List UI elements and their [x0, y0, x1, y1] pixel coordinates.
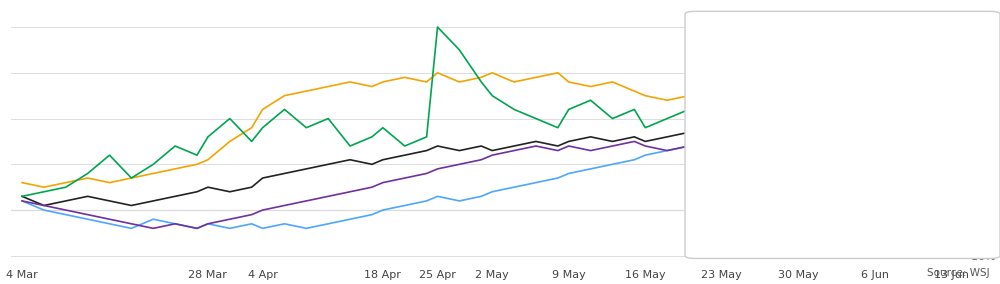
Text: Source: WSJ: Source: WSJ: [927, 268, 990, 278]
Text: : 318.20 (+22.57%): : 318.20 (+22.57%): [850, 112, 978, 126]
Text: : 170.90 (+10.94%): : 170.90 (+10.94%): [850, 25, 978, 38]
Text: Shemaroo Ent: Shemaroo Ent: [705, 112, 788, 126]
Text: JagranPrakashan: JagranPrakashan: [705, 25, 804, 38]
Text: Zee Entertain: Zee Entertain: [705, 69, 786, 82]
Text: Eros Intl: Eros Intl: [705, 200, 753, 213]
Text: : 458.25 (+16.72%): : 458.25 (+16.72%): [850, 69, 978, 82]
Text: PVR: PVR: [705, 156, 728, 170]
Text: : 211.70 (+26.92%): : 211.70 (+26.92%): [850, 200, 978, 213]
Text: : 935.25 (+25.72%): : 935.25 (+25.72%): [850, 156, 978, 170]
